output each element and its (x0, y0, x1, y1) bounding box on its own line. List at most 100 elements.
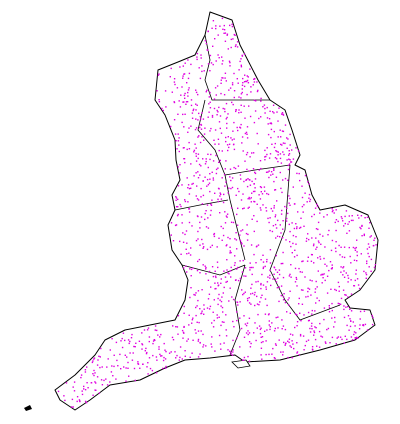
dot (133, 367, 136, 370)
dot (277, 316, 279, 318)
dot (317, 240, 320, 242)
dot (175, 206, 178, 208)
dot (355, 332, 357, 334)
dot (326, 292, 329, 294)
dot (187, 89, 190, 91)
dot (200, 216, 203, 218)
dot (340, 266, 342, 268)
dot (81, 393, 84, 396)
dot (235, 232, 237, 234)
dot (311, 348, 314, 350)
dot (260, 284, 262, 286)
dot (308, 193, 311, 196)
dot (236, 301, 239, 304)
dot (155, 356, 158, 358)
dot (233, 96, 235, 99)
dot (291, 149, 293, 151)
dot (280, 187, 282, 190)
dot (367, 252, 369, 255)
dot (173, 119, 176, 121)
dot (300, 226, 302, 229)
dot (172, 240, 175, 242)
dot (234, 255, 236, 257)
dot (290, 346, 292, 348)
dot (287, 299, 289, 301)
dot (172, 339, 175, 341)
dot (311, 313, 313, 315)
dot (258, 304, 260, 306)
dot (201, 310, 203, 312)
dot (295, 276, 297, 279)
dot (181, 222, 183, 224)
dot (240, 199, 243, 201)
dot (274, 223, 277, 226)
dot (225, 314, 227, 316)
dot (317, 228, 319, 231)
dot (124, 339, 126, 342)
dot (278, 339, 280, 341)
dot (309, 200, 311, 203)
dot (212, 20, 215, 22)
dot (301, 196, 304, 199)
dot (366, 262, 368, 265)
dot (270, 284, 272, 287)
dot (336, 337, 338, 339)
dot (207, 217, 209, 219)
dot (239, 239, 242, 242)
dot (221, 17, 224, 20)
dot (209, 173, 211, 175)
dot (314, 291, 316, 293)
dot (304, 174, 307, 177)
dot (240, 241, 243, 244)
dot (227, 272, 229, 274)
dot (267, 217, 269, 220)
dot (188, 87, 190, 89)
dot (248, 302, 251, 304)
dot (107, 358, 109, 360)
dot (227, 113, 229, 115)
dot (181, 86, 183, 88)
dot (225, 215, 228, 217)
dot (230, 251, 232, 254)
dot (240, 104, 242, 106)
dot (93, 369, 95, 372)
dot (192, 267, 194, 269)
dot (72, 386, 74, 388)
dot (197, 119, 199, 121)
isles-of-scilly (24, 405, 32, 411)
dot (324, 279, 326, 282)
dot (184, 62, 186, 64)
dot (249, 156, 251, 158)
dot (373, 266, 376, 269)
dot (210, 62, 213, 64)
dot (206, 49, 208, 51)
dot (260, 347, 263, 349)
dot (202, 333, 204, 336)
dot (352, 321, 354, 323)
dot (220, 198, 223, 200)
dot (224, 168, 226, 170)
dot (216, 109, 218, 112)
dot (229, 65, 231, 67)
dot (274, 142, 276, 145)
dot (217, 34, 219, 36)
dot (372, 316, 374, 319)
dot (333, 326, 335, 328)
dot (246, 137, 249, 139)
dot (190, 125, 192, 127)
dot (187, 59, 189, 61)
dot (238, 69, 240, 71)
dot (328, 305, 330, 307)
dot (125, 380, 127, 382)
dot (216, 261, 219, 263)
dot (76, 400, 78, 403)
dot (247, 82, 250, 84)
dot (282, 228, 284, 230)
dot (231, 84, 234, 86)
dot (210, 343, 212, 345)
dot (217, 198, 219, 200)
dot (198, 321, 200, 324)
dot (206, 178, 209, 181)
dot (179, 106, 182, 108)
dot (335, 343, 337, 345)
